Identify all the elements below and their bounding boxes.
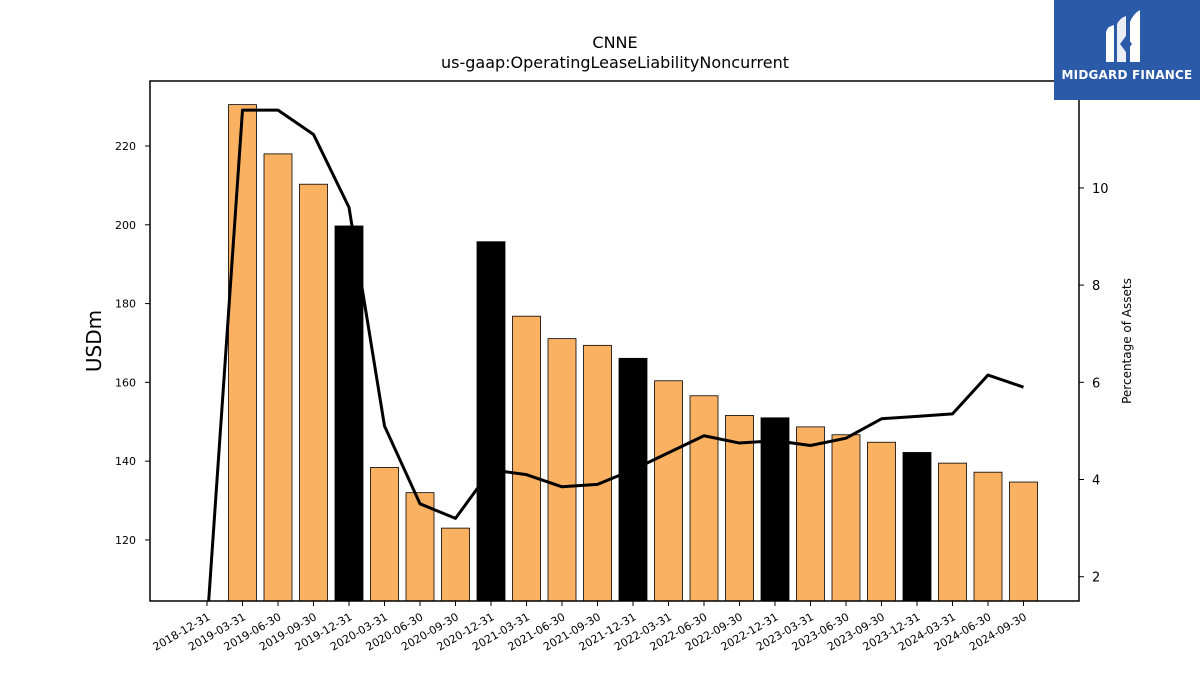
y2-tick-label: 10 — [1092, 182, 1109, 197]
bar — [760, 417, 790, 601]
line-series — [207, 108, 1024, 601]
bar — [334, 225, 364, 601]
y-tick-label: 120 — [115, 534, 136, 547]
bar — [476, 241, 506, 601]
y2-axis-label: Percentage of Assets — [1120, 278, 1134, 404]
bar — [512, 315, 541, 601]
y-tick-label: 140 — [115, 455, 136, 468]
bar — [654, 380, 683, 601]
y2-tick-label: 6 — [1092, 376, 1100, 391]
chart-title: CNNE — [592, 33, 637, 52]
bar-series — [228, 104, 1038, 601]
y-tick-label: 200 — [115, 219, 136, 232]
bar — [547, 338, 577, 601]
bar — [867, 441, 896, 601]
bar — [796, 426, 825, 601]
bar — [370, 467, 399, 601]
chart-subtitle: us-gaap:OperatingLeaseLiabilityNoncurren… — [441, 53, 789, 72]
brand-name: MIDGARD FINANCE — [1061, 68, 1193, 82]
bar — [831, 434, 861, 601]
y2-tick-label: 8 — [1092, 279, 1100, 294]
bar — [583, 344, 612, 601]
y-tick-label: 160 — [115, 376, 136, 389]
bar — [902, 452, 932, 601]
bar — [973, 471, 1003, 601]
bar — [689, 395, 719, 601]
y-tick-label: 220 — [115, 140, 136, 153]
bar — [1009, 481, 1038, 601]
midgard-m-icon — [1106, 10, 1140, 62]
plot-frame — [149, 80, 1080, 602]
y2-tick-label: 4 — [1092, 474, 1100, 489]
bar — [938, 462, 967, 601]
bar — [618, 357, 648, 601]
y2-tick-label: 2 — [1092, 571, 1100, 586]
bar — [299, 183, 328, 601]
bar — [405, 492, 435, 601]
bar — [441, 527, 470, 601]
y-axis-label: USDm — [82, 310, 106, 372]
bar — [228, 104, 257, 601]
bar — [725, 415, 754, 601]
brand-logo: MIDGARD FINANCE — [1054, 0, 1200, 100]
bar — [263, 153, 293, 601]
y-tick-label: 180 — [115, 298, 136, 311]
